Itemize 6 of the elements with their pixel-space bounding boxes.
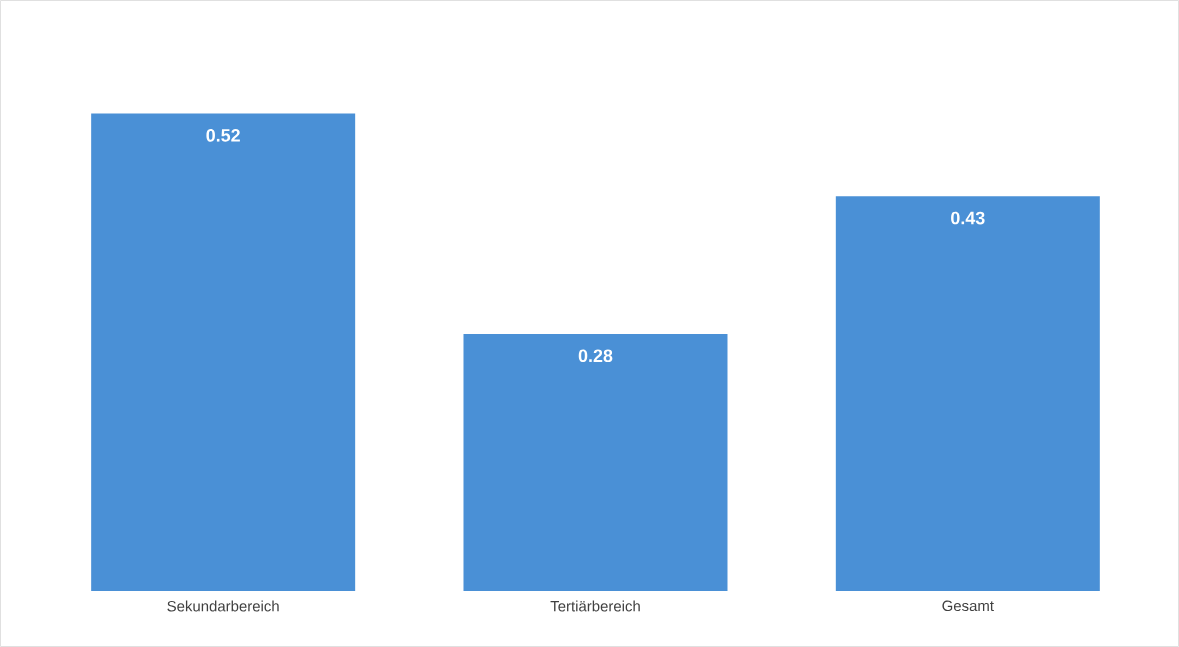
x-tick-label: Sekundarbereich — [167, 600, 279, 612]
data-label: 0.43 — [951, 211, 985, 225]
data-label: 0.28 — [578, 349, 613, 363]
x-tick-label: Tertiärbereich — [550, 600, 640, 612]
x-tick-label: Gesamt — [942, 600, 994, 612]
data-label: 0.52 — [206, 129, 240, 142]
